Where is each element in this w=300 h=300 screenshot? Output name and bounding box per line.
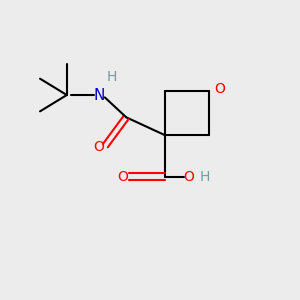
Text: O: O: [93, 140, 104, 154]
Text: O: O: [214, 82, 225, 96]
Text: O: O: [117, 170, 128, 184]
Text: N: N: [94, 88, 105, 103]
Text: H: H: [106, 70, 116, 84]
Text: O: O: [183, 170, 194, 184]
Text: H: H: [200, 170, 210, 184]
